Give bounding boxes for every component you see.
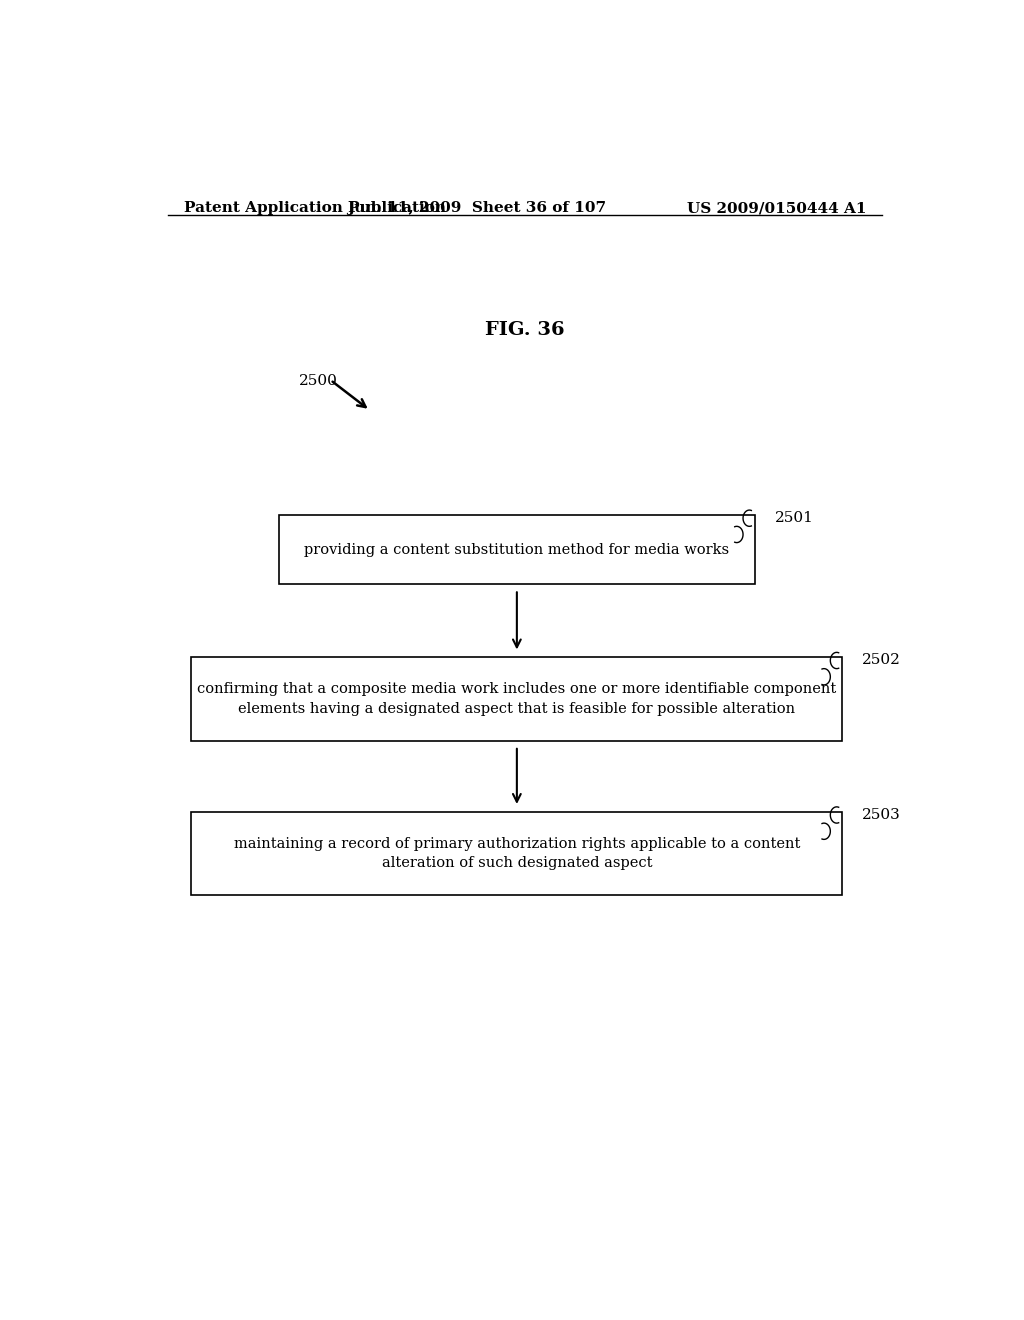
Bar [279,515,755,585]
Text: 2502: 2502 [862,653,901,668]
Text: FIG. 36: FIG. 36 [485,321,564,339]
Text: Jun. 11, 2009  Sheet 36 of 107: Jun. 11, 2009 Sheet 36 of 107 [347,201,607,215]
Text: confirming that a composite media work includes one or more identifiable compone: confirming that a composite media work i… [198,682,837,715]
Text: 2503: 2503 [862,808,901,822]
Text: providing a content substitution method for media works: providing a content substitution method … [304,543,729,557]
Text: 2501: 2501 [775,511,814,525]
Bar [191,812,842,895]
Text: maintaining a record of primary authorization rights applicable to a content
alt: maintaining a record of primary authoriz… [233,837,800,870]
Text: 2500: 2500 [299,374,338,388]
Text: Patent Application Publication: Patent Application Publication [183,201,445,215]
Bar [191,657,842,741]
Text: US 2009/0150444 A1: US 2009/0150444 A1 [686,201,866,215]
